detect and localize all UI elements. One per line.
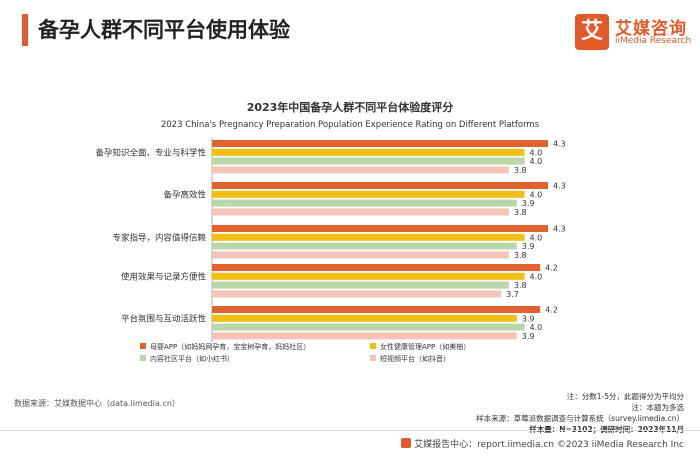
bar: [212, 264, 541, 271]
logo-mark: 艾: [575, 14, 609, 50]
bar: [212, 290, 502, 298]
legend-label: 女性健康管理APP（如美柚）: [380, 342, 470, 351]
data-label: 4.3: [553, 182, 566, 191]
bar: [212, 190, 525, 198]
data-source: 数据来源：艾媒数据中心（data.iimedia.cn）: [14, 399, 180, 408]
data-label: 4.0: [530, 323, 543, 332]
data-label: 4.3: [553, 140, 566, 149]
bar: [212, 323, 525, 331]
bar: [212, 251, 509, 259]
category-label: 使用效果与记录方便性: [121, 272, 207, 283]
data-label: 3.9: [522, 199, 535, 208]
note-score: 注：分数1-5分，此题得分为平均分: [566, 392, 684, 401]
category-label: 备孕高效性: [163, 190, 206, 201]
report-icon: [401, 438, 412, 448]
bar: [212, 148, 525, 156]
footer-text: 艾媒报告中心：report.iimedia.cn ©2023 iiMedia R…: [401, 437, 684, 450]
bar: [212, 140, 548, 147]
page-title: 备孕人群不同平台使用体验: [38, 18, 290, 42]
data-label: 4.0: [530, 233, 543, 242]
chart-title: 2023年中国备孕人群不同平台体验度评分: [247, 100, 454, 114]
logo-name-en: iiMedia Research: [615, 36, 692, 46]
note-sample-size: 样本量：N=3102；调研时间：2023年11月: [529, 424, 684, 435]
title-accent-bar: [22, 14, 28, 46]
data-label: 4.0: [530, 148, 543, 157]
footer-divider: [0, 430, 700, 431]
bar: [212, 157, 525, 165]
bar: [212, 199, 517, 207]
bar: [212, 166, 509, 174]
logo-name-cn: 艾媒咨询: [615, 19, 687, 39]
footer-label: 艾媒报告中心：report.iimedia.cn ©2023 iiMedia R…: [414, 440, 684, 450]
data-label: 4.3: [553, 225, 566, 234]
data-label: 3.8: [514, 166, 527, 175]
legend-swatch: [140, 343, 146, 349]
data-label: 4.0: [530, 190, 543, 199]
iimedia-logo: 艾 艾媒咨询 iiMedia Research: [575, 14, 695, 52]
data-label: 4.2: [545, 306, 558, 315]
footer: 艾媒报告中心：report.iimedia.cn ©2023 iiMedia R…: [0, 430, 700, 455]
bar: [212, 306, 541, 313]
bar: [212, 281, 509, 289]
bar: [212, 242, 517, 250]
data-label: 3.8: [514, 208, 527, 217]
bar: [212, 314, 517, 322]
legend-swatch: [370, 355, 376, 361]
category-label: 专家指导，内容值得信赖: [112, 233, 206, 244]
legend-label: 短视频平台（如抖音）: [380, 354, 450, 363]
bar: [212, 272, 525, 280]
bar: [212, 233, 525, 241]
bar: [212, 182, 548, 189]
note-multiselect: 注：本题为多选: [631, 403, 685, 412]
bar: [212, 208, 509, 216]
data-label: 3.9: [522, 242, 535, 251]
data-label: 4.0: [530, 157, 543, 166]
bar: [212, 332, 517, 340]
data-label: 3.9: [522, 332, 535, 341]
legend-label: 母婴APP（如妈妈网孕育，宝宝树孕育，妈妈社区）: [150, 342, 310, 351]
category-label: 平台氛围与互动活跃性: [121, 314, 207, 325]
legend-swatch: [370, 343, 376, 349]
legend-label: 内容社区平台（如小红书）: [150, 354, 234, 363]
note-sample-source: 样本来源：草莓派数据调查与计算系统（survey.iimedia.cn）: [476, 414, 684, 423]
data-label: 4.0: [530, 272, 543, 281]
bar: [212, 225, 548, 232]
category-label: 备孕知识全面、专业与科学性: [95, 148, 206, 159]
data-label: 3.7: [506, 290, 519, 299]
chart-subtitle: 2023 China's Pregnancy Preparation Popul…: [161, 120, 540, 130]
legend-swatch: [140, 355, 146, 361]
data-label: 3.8: [514, 281, 527, 290]
data-label: 3.9: [522, 314, 535, 323]
data-label: 3.8: [514, 251, 527, 260]
data-label: 4.2: [545, 264, 558, 273]
